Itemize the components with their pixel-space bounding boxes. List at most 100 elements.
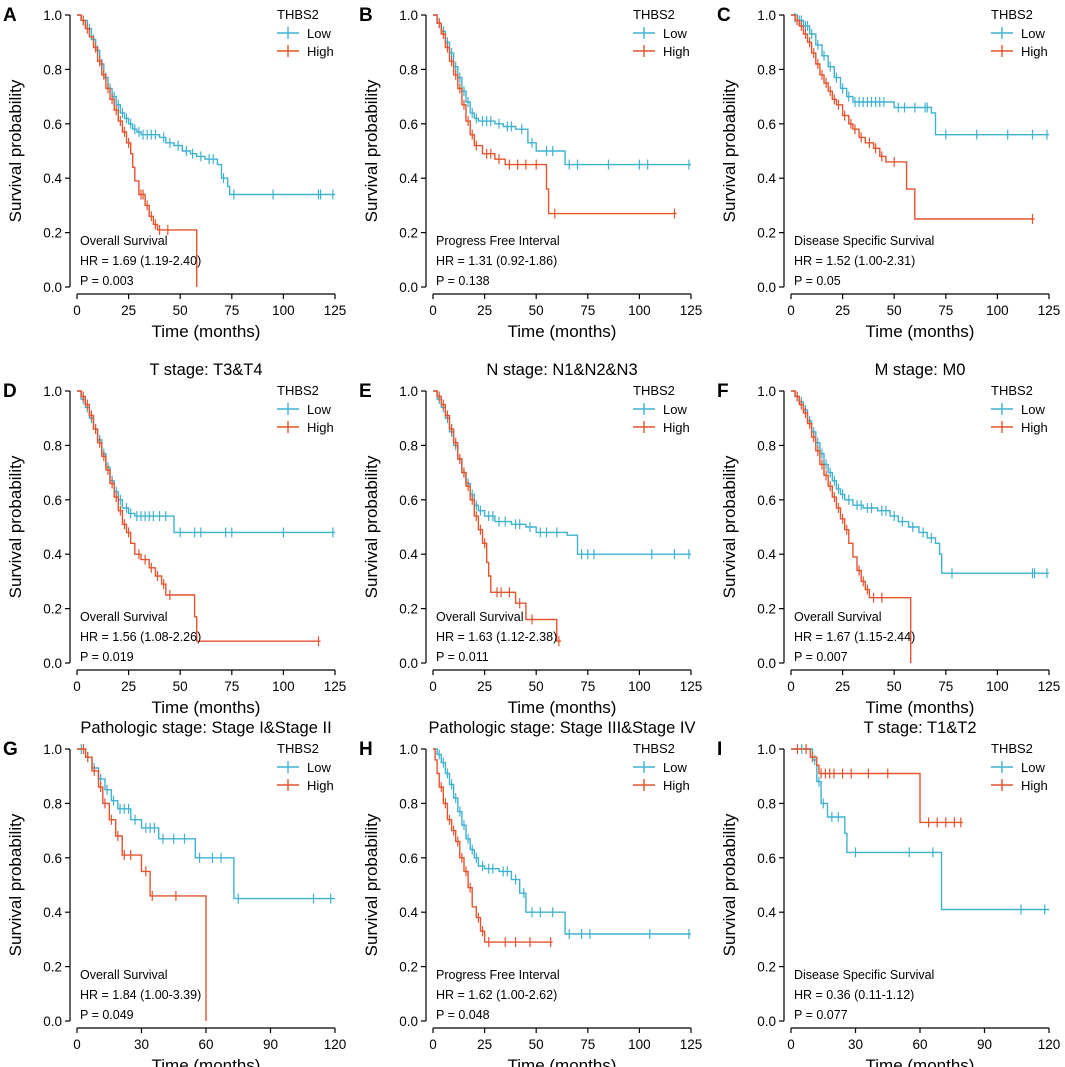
stats-annotation-line: P = 0.077: [794, 1008, 848, 1022]
x-tick-label: 125: [1038, 303, 1061, 318]
y-tick-label: 0.4: [757, 547, 776, 562]
km-curve-high: [77, 748, 207, 1021]
panel-title: M stage: M0: [875, 361, 966, 379]
x-tick-label: 25: [121, 679, 136, 694]
legend-label-high: High: [1021, 420, 1048, 435]
stats-annotation-line: HR = 1.69 (1.19-2.40): [80, 254, 201, 268]
stats-annotation-line: P = 0.007: [794, 650, 848, 664]
stats-annotation-line: HR = 1.67 (1.15-2.44): [794, 630, 915, 644]
stats-annotation-line: HR = 1.31 (0.92-1.86): [436, 254, 557, 268]
km-panel-g: G Pathologic stage: Stage I&Stage II 0.0 0.…: [3, 719, 346, 1067]
x-tick-label: 100: [272, 679, 295, 694]
y-axis-title: Survival probability: [362, 79, 381, 222]
x-axis-title: Time (months): [152, 698, 261, 717]
y-axis-title: Survival probability: [6, 79, 25, 222]
legend-title: THBS2: [633, 741, 675, 756]
legend-label-low: Low: [663, 26, 687, 41]
y-tick-label: 0.2: [757, 960, 776, 975]
x-axis-title: Time (months): [508, 698, 617, 717]
panel-title: T stage: T1&T2: [863, 719, 976, 737]
stats-annotation-line: Overall Survival: [80, 968, 168, 982]
x-tick-label: 120: [324, 1037, 347, 1052]
legend-title: THBS2: [991, 383, 1033, 398]
km-curve-high: [77, 14, 198, 287]
x-tick-label: 0: [429, 1037, 437, 1052]
x-tick-label: 0: [787, 1037, 795, 1052]
x-tick-label: 25: [121, 303, 136, 318]
x-tick-label: 0: [429, 303, 437, 318]
panel-letter: A: [3, 5, 17, 26]
legend-title: THBS2: [633, 383, 675, 398]
km-curve-high: [433, 14, 677, 215]
x-axis-title: Time (months): [866, 698, 975, 717]
legend-label-high: High: [1021, 778, 1048, 793]
y-tick-label: 0.0: [399, 656, 418, 671]
panel-letter: C: [717, 5, 731, 26]
panel-letter: E: [359, 381, 372, 402]
stats-annotation-line: P = 0.05: [794, 274, 841, 288]
km-panel-f: F M stage: M0 0.0 0.2 0.4 0.6 0.8 1.0 0 25 50 75 100…: [717, 361, 1060, 717]
y-tick-label: 0.8: [757, 438, 776, 453]
stats-annotation-line: HR = 1.84 (1.00-3.39): [80, 988, 201, 1002]
x-tick-label: 100: [272, 303, 295, 318]
legend-title: THBS2: [991, 741, 1033, 756]
y-tick-label: 0.4: [399, 171, 418, 186]
legend-label-low: Low: [1021, 760, 1045, 775]
km-panel-b: B 0.0 0.2 0.4 0.6 0.8 1.0 0 25 50 75 100 125 Time (mo…: [359, 5, 702, 341]
legend-label-low: Low: [1021, 402, 1045, 417]
legend-label-high: High: [663, 778, 690, 793]
stats-annotation-line: Overall Survival: [80, 610, 168, 624]
panel-title: N stage: N1&N2&N3: [486, 361, 637, 379]
y-axis-title: Survival probability: [720, 813, 739, 956]
legend-label-low: Low: [1021, 26, 1045, 41]
x-tick-label: 100: [628, 679, 651, 694]
km-curve-high: [791, 748, 963, 824]
stats-annotation-line: P = 0.049: [80, 1008, 134, 1022]
x-tick-label: 100: [986, 303, 1009, 318]
y-tick-label: 1.0: [757, 8, 776, 23]
km-panel-d: D T stage: T3&T4 0.0 0.2 0.4 0.6 0.8 1.0 0 25 50 75…: [3, 361, 346, 717]
x-tick-label: 25: [477, 679, 492, 694]
x-tick-label: 0: [787, 303, 795, 318]
y-tick-label: 0.8: [757, 62, 776, 77]
y-axis-title: Survival probability: [6, 455, 25, 598]
y-tick-label: 0.0: [399, 280, 418, 295]
y-tick-label: 0.4: [43, 171, 62, 186]
y-tick-label: 0.2: [399, 602, 418, 617]
y-tick-label: 0.8: [757, 796, 776, 811]
y-tick-label: 0.6: [43, 117, 62, 132]
y-tick-label: 0.6: [757, 117, 776, 132]
legend-label-high: High: [307, 44, 334, 59]
x-axis-title: Time (months): [866, 1056, 975, 1067]
y-tick-label: 0.0: [757, 280, 776, 295]
stats-annotation-line: Overall Survival: [794, 610, 882, 624]
y-tick-label: 0.0: [399, 1014, 418, 1029]
x-tick-label: 0: [787, 679, 795, 694]
y-tick-label: 0.0: [43, 656, 62, 671]
stats-annotation-line: P = 0.048: [436, 1008, 490, 1022]
y-axis-title: Survival probability: [362, 813, 381, 956]
y-tick-label: 0.4: [399, 547, 418, 562]
y-tick-label: 0.0: [757, 1014, 776, 1029]
stats-annotation-line: P = 0.138: [436, 274, 490, 288]
x-axis-title: Time (months): [152, 322, 261, 341]
km-panel-e: E N stage: N1&N2&N3 0.0 0.2 0.4 0.6 0.8 1.0 0 25 5…: [359, 361, 702, 717]
y-tick-label: 0.8: [399, 438, 418, 453]
panel-letter: D: [3, 381, 17, 402]
km-panel-a: A 0.0 0.2 0.4 0.6 0.8 1.0 0 25 50 75 100 125 Time (mo…: [3, 5, 346, 341]
y-tick-label: 1.0: [757, 384, 776, 399]
stats-annotation-line: P = 0.011: [436, 650, 489, 664]
stats-annotation-line: P = 0.003: [80, 274, 134, 288]
km-curve-high: [791, 14, 1035, 220]
x-tick-label: 125: [1038, 679, 1061, 694]
legend-title: THBS2: [277, 7, 319, 22]
y-axis-title: Survival probability: [6, 813, 25, 956]
legend-title: THBS2: [277, 741, 319, 756]
x-tick-label: 75: [580, 1037, 595, 1052]
panel-title: Pathologic stage: Stage III&Stage IV: [429, 719, 696, 737]
x-tick-label: 0: [73, 1037, 81, 1052]
y-tick-label: 0.4: [399, 905, 418, 920]
x-tick-label: 60: [912, 1037, 927, 1052]
y-tick-label: 0.6: [399, 493, 418, 508]
